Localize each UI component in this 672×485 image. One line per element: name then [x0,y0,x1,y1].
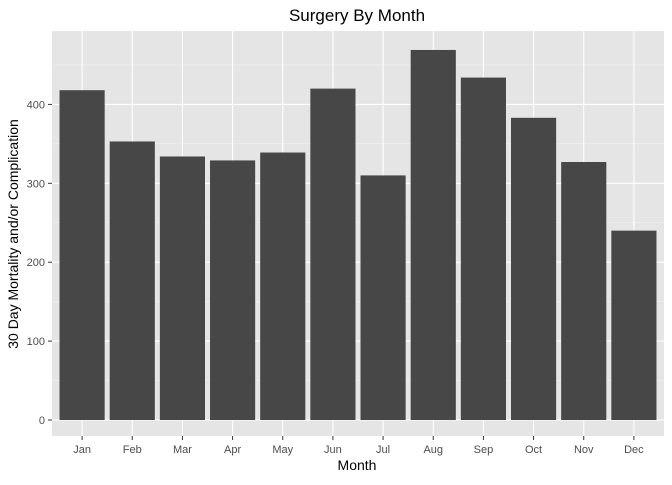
x-tick-label: Nov [574,444,594,456]
x-tick-label: Sep [474,444,494,456]
x-tick-label: Oct [525,444,542,456]
bar-feb [109,141,155,420]
x-tick-label: Mar [173,444,192,456]
x-axis-title: Month [338,457,377,473]
y-tick-label: 100 [27,336,45,348]
x-tick-label: Aug [423,444,443,456]
x-tick-label: May [272,444,293,456]
y-tick-label: 300 [27,178,45,190]
x-tick-label: Apr [224,444,241,456]
x-tick-label: Jun [324,444,342,456]
bar-jan [59,90,105,420]
bar-dec [611,230,657,420]
y-axis: 0 100 200 300 400 [27,99,52,427]
bar-nov [561,161,607,420]
y-tick-label: 0 [39,415,45,427]
bar-may [260,152,306,421]
chart-title: Surgery By Month [289,6,425,25]
y-tick-label: 200 [27,257,45,269]
bar-jul [360,175,406,420]
y-tick-label: 400 [27,99,45,111]
bar-mar [159,156,205,420]
bar-oct [511,117,557,421]
bar-sep [460,77,506,420]
bars [59,49,657,421]
x-axis: Jan Feb Mar Apr May Jun Jul Aug Sep Oct Nov Dec [73,436,644,456]
x-tick-label: Feb [123,444,142,456]
y-axis-title: 30 Day Mortality and/or Complication [5,119,21,349]
bar-aug [410,49,456,421]
x-tick-label: Jul [376,444,390,456]
x-tick-label: Dec [624,444,644,456]
x-tick-label: Jan [73,444,91,456]
bar-apr [210,160,256,420]
bar-jun [310,88,356,421]
